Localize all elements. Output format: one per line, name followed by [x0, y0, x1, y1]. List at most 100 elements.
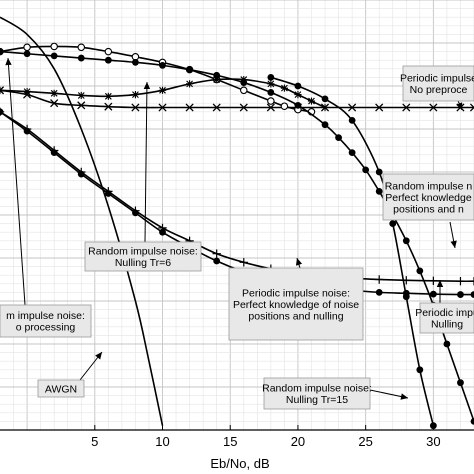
- annotation-box: [0, 304, 92, 338]
- annotation-text: Random impulse noise:: [88, 246, 198, 258]
- data-point: [429, 276, 438, 285]
- series-5: [0, 75, 329, 112]
- data-point: [132, 209, 139, 217]
- x-tick-label: 25: [358, 434, 372, 449]
- annotation-arrow: [7, 57, 26, 306]
- x-tick-label: 20: [291, 434, 305, 449]
- data-point: [240, 75, 248, 84]
- data-point: [239, 103, 248, 112]
- data-point: [469, 277, 474, 286]
- annotation-text: Perfect knowledge: [385, 192, 472, 204]
- data-point: [104, 47, 113, 56]
- annotation-box: [263, 377, 371, 410]
- data-point: [77, 43, 86, 52]
- data-point: [158, 103, 167, 112]
- arrow-head: [295, 258, 303, 266]
- data-point: [266, 103, 275, 112]
- data-point: [375, 168, 383, 176]
- annotation-text: o processing: [16, 322, 76, 334]
- series-8: [267, 74, 437, 430]
- data-point: [307, 97, 316, 105]
- data-point: [267, 89, 275, 96]
- data-point: [240, 86, 248, 95]
- arrow-head: [456, 102, 463, 110]
- data-point: [50, 89, 58, 97]
- annotation-box: [382, 173, 474, 221]
- data-point: [185, 103, 194, 112]
- data-point: [348, 103, 357, 112]
- data-point: [267, 97, 275, 105]
- annotation-8: Random impulse noise:Nulling Tr=15: [262, 377, 409, 410]
- data-point: [212, 103, 221, 112]
- data-point: [0, 108, 4, 116]
- data-point: [348, 149, 356, 157]
- data-point: [267, 74, 275, 81]
- annotation-text: Random impulse n: [385, 180, 473, 192]
- data-point: [294, 91, 302, 99]
- series-1: [0, 16, 164, 426]
- data-point: [50, 52, 58, 60]
- data-point: [321, 121, 329, 129]
- series-line: [0, 16, 164, 426]
- arrow-head: [400, 393, 408, 400]
- data-point: [132, 58, 139, 66]
- data-point: [213, 71, 221, 79]
- annotation-text: No preproce: [410, 84, 468, 96]
- data-point: [104, 190, 112, 197]
- data-point: [131, 91, 140, 99]
- axes: 5 10 15 20 25 30: [0, 425, 474, 449]
- data-point: [294, 82, 302, 90]
- data-point: [23, 43, 31, 52]
- data-point: [335, 134, 342, 142]
- data-point: [470, 291, 474, 298]
- data-point: [389, 220, 397, 228]
- arrow-head: [143, 82, 151, 90]
- data-point: [104, 102, 113, 111]
- data-point: [402, 237, 410, 245]
- annotation-text: positions and n: [393, 203, 464, 215]
- data-point: [375, 187, 383, 195]
- data-point: [294, 101, 302, 109]
- data-point: [104, 56, 112, 64]
- data-point: [23, 87, 31, 96]
- data-point: [280, 84, 288, 92]
- data-point: [456, 277, 465, 286]
- annotation-text: Perfect knowledge of noise: [233, 299, 359, 311]
- data-point: [280, 102, 289, 110]
- annotation-box: [37, 379, 85, 398]
- data-point: [50, 42, 58, 51]
- annotation-7: AWGN: [37, 351, 103, 398]
- data-point: [321, 95, 329, 103]
- data-point: [50, 99, 59, 108]
- data-point: [186, 66, 194, 74]
- arrow-head: [450, 240, 457, 248]
- data-point: [375, 275, 384, 284]
- data-point: [470, 418, 474, 425]
- data-point: [429, 290, 437, 298]
- data-point: [23, 50, 31, 58]
- data-point: [0, 86, 4, 94]
- x-tick-label: 5: [91, 434, 98, 449]
- annotation-text: Nulling Tr=6: [115, 257, 171, 269]
- data-point: [77, 91, 85, 100]
- data-point: [321, 103, 329, 112]
- data-point: [77, 170, 85, 178]
- data-point: [375, 103, 384, 112]
- data-point: [213, 257, 221, 265]
- data-point: [212, 249, 221, 258]
- data-point: [416, 267, 424, 275]
- annotation-text: Nulling: [431, 319, 463, 331]
- data-point: [131, 103, 140, 112]
- arrow-head: [5, 58, 12, 66]
- x-tick-label: 10: [155, 434, 169, 449]
- annotation-box: [228, 267, 364, 341]
- annotation-5: Periodic impulse noise:Perfect knowledge…: [228, 257, 364, 341]
- data-point: [429, 103, 438, 112]
- annotation-arrow: [144, 81, 148, 243]
- annotation-text: Nulling Tr=15: [286, 394, 348, 406]
- arrow-head: [436, 280, 444, 287]
- annotation-box: [402, 65, 474, 102]
- x-tick-label: 15: [223, 434, 237, 449]
- annotation-3: Random impulse noise:Nulling Tr=6: [84, 81, 202, 272]
